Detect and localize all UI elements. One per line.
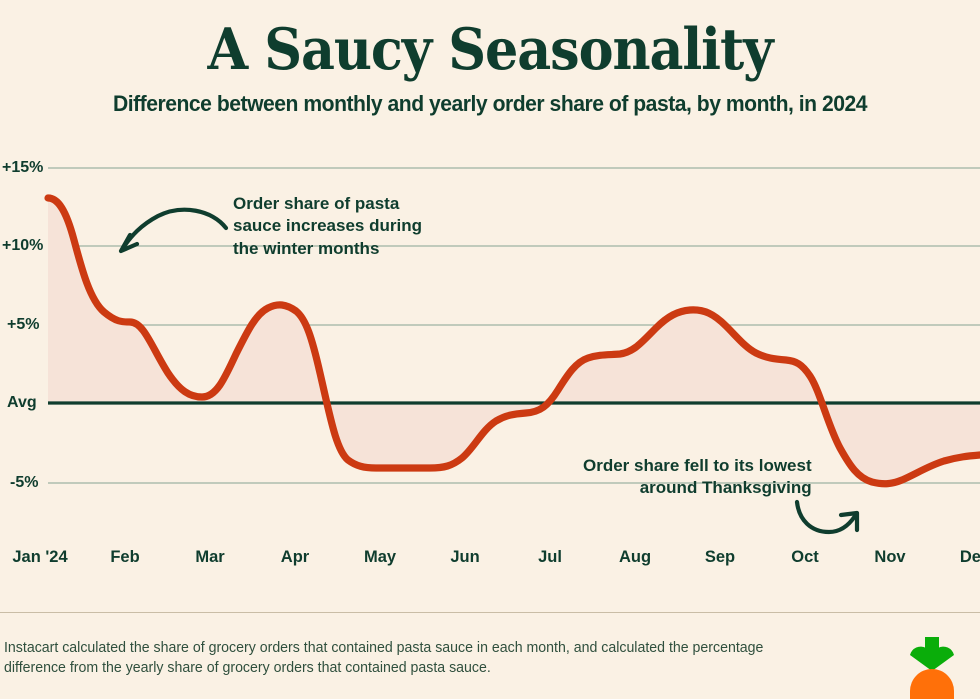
page-subtitle: Difference between monthly and yearly or…	[112, 91, 868, 116]
x-axis: Jan '24 Feb Mar Apr May Jun Jul Aug Sep …	[0, 548, 980, 578]
line-chart-svg	[44, 167, 980, 488]
chart-header: A Saucy Seasonality Difference between m…	[0, 0, 980, 117]
page-title: A Saucy Seasonality	[207, 16, 774, 83]
ytick-label-minus5: -5%	[10, 474, 39, 491]
xtick-label-jun: Jun	[450, 548, 480, 566]
xtick-label-jan: Jan '24	[12, 548, 68, 566]
instacart-carrot-logo	[910, 637, 954, 699]
thanksgiving-annotation-arrow-icon	[794, 499, 860, 535]
ytick-label-avg: Avg	[7, 394, 37, 411]
carrot-body-icon	[910, 669, 954, 699]
xtick-label-mar: Mar	[195, 548, 225, 566]
ytick-label-10: +10%	[2, 237, 44, 254]
xtick-label-oct: Oct	[791, 548, 819, 566]
gridlines	[48, 167, 980, 484]
footer-divider	[0, 612, 980, 613]
xtick-label-sep: Sep	[704, 548, 736, 566]
winter-annotation-arrow-icon	[118, 207, 229, 254]
footnote-text: Instacart calculated the share of grocer…	[4, 640, 764, 677]
xtick-label-jul: Jul	[538, 548, 562, 566]
area-fill	[48, 198, 980, 484]
xtick-label-feb: Feb	[110, 548, 140, 566]
xtick-label-aug: Aug	[618, 548, 652, 566]
xtick-label-apr: Apr	[280, 548, 310, 566]
xtick-label-may: May	[363, 548, 397, 566]
ytick-label-15: +15%	[2, 159, 44, 176]
thanksgiving-annotation-text: Order share fell to its lowest around Th…	[583, 456, 812, 498]
xtick-label-nov: Nov	[874, 548, 906, 566]
carrot-leaf-icon	[910, 637, 954, 671]
pasta-sauce-series-line	[44, 194, 980, 488]
chart-plot-area: +15% +10% +5% Avg -5%	[0, 148, 980, 538]
ytick-label-5: +5%	[7, 316, 40, 333]
winter-annotation-text: Order share of pasta sauce increases dur…	[233, 194, 422, 258]
xtick-label-dec: Dec	[959, 548, 980, 566]
chart-footer: Instacart calculated the share of grocer…	[0, 612, 980, 699]
